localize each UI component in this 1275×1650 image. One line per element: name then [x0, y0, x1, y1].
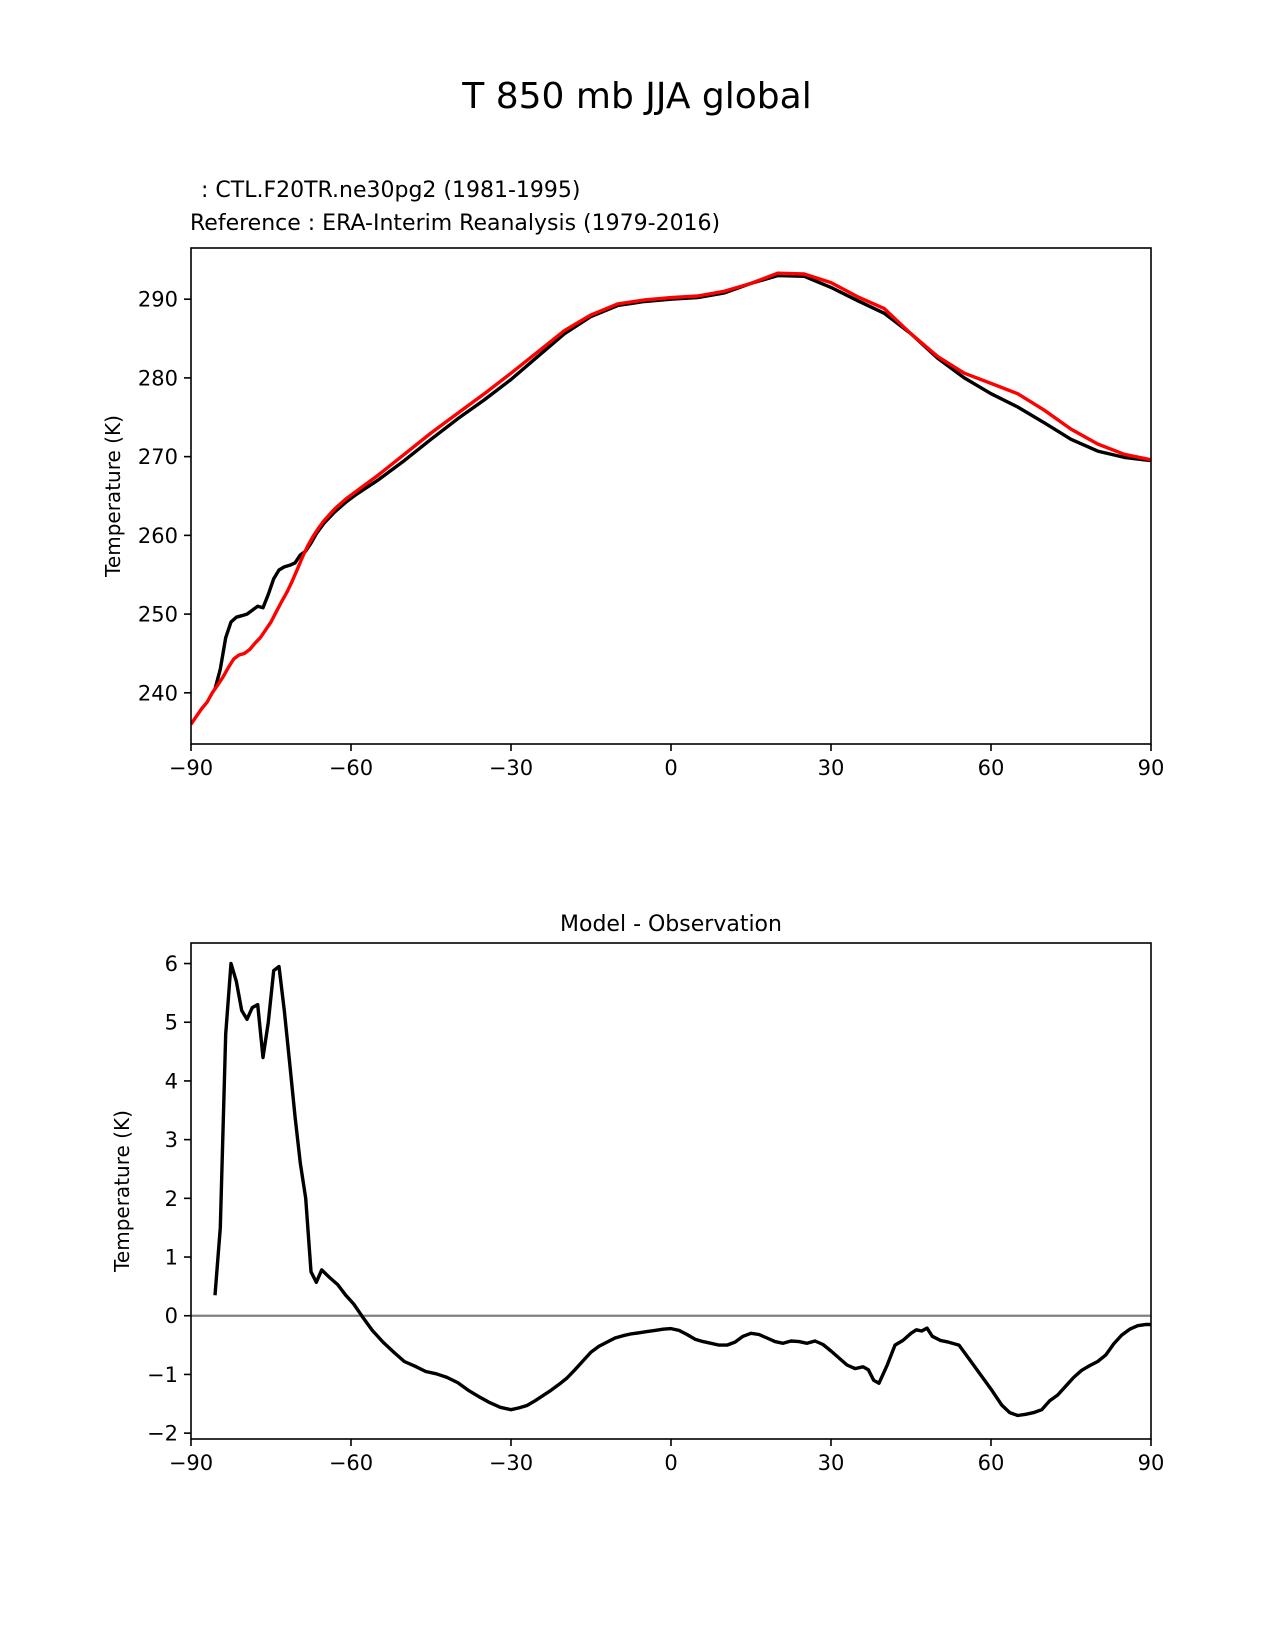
bottom-ytick-label: 6 [165, 952, 178, 976]
bottom-ytick-label: 0 [165, 1304, 178, 1328]
top-xtick-label: −30 [489, 756, 533, 780]
top-panel: −90 −60 −30 0 30 60 90 240 250 260 270 280 290 Temper… [101, 247, 1165, 780]
test-label: : CTL.F20TR.ne30pg2 (1981-1995) [194, 178, 581, 203]
bottom-xtick-label: −30 [489, 1451, 533, 1475]
top-series-line-1 [191, 271, 1151, 726]
bottom-xtick-label: 60 [978, 1451, 1005, 1475]
bottom-ytick-label: 3 [165, 1128, 178, 1152]
bottom-ytick-label: 1 [165, 1246, 178, 1270]
top-xtick-label: 0 [664, 756, 677, 780]
top-ytick-label: 240 [138, 681, 178, 705]
reference-label: Reference : ERA-Interim Reanalysis (1979… [190, 211, 720, 236]
bottom-ylabel: Temperature (K) [110, 1110, 134, 1273]
bottom-ytick-label: 4 [165, 1069, 178, 1093]
bottom-axes-frame [190, 942, 1152, 1440]
top-axes-frame [190, 247, 1152, 745]
bottom-xtick-label: 90 [1138, 1451, 1165, 1475]
bottom-ytick-label: −1 [147, 1363, 178, 1387]
top-ytick-label: 260 [138, 524, 178, 548]
bottom-xtick-label: 30 [818, 1451, 845, 1475]
top-ytick-label: 250 [138, 603, 178, 627]
top-xtick-label: −90 [169, 756, 213, 780]
top-series-line-0 [213, 273, 1151, 690]
bottom-series-line-0 [213, 961, 1151, 1418]
top-xtick-label: 60 [978, 756, 1005, 780]
bottom-title: Model - Observation [560, 912, 782, 937]
bottom-ytick-label: 2 [165, 1187, 178, 1211]
bottom-panel: −90 −60 −30 0 30 60 90 −2 −1 0 1 2 3 4 5 6 Temperature (… [110, 912, 1164, 1475]
bottom-ytick-label: −2 [147, 1422, 178, 1446]
figure-title: T 850 mb JJA global [461, 76, 811, 117]
top-xtick-label: 90 [1138, 756, 1165, 780]
bottom-xtick-label: 0 [664, 1451, 677, 1475]
top-ylabel: Temperature (K) [101, 415, 125, 578]
top-xtick-label: −60 [329, 756, 373, 780]
top-ytick-label: 290 [138, 288, 178, 312]
top-xtick-label: 30 [818, 756, 845, 780]
bottom-xtick-label: −90 [169, 1451, 213, 1475]
bottom-ytick-label: 5 [165, 1011, 178, 1035]
top-ytick-label: 280 [138, 366, 178, 390]
bottom-xtick-label: −60 [329, 1451, 373, 1475]
top-ytick-label: 270 [138, 445, 178, 469]
